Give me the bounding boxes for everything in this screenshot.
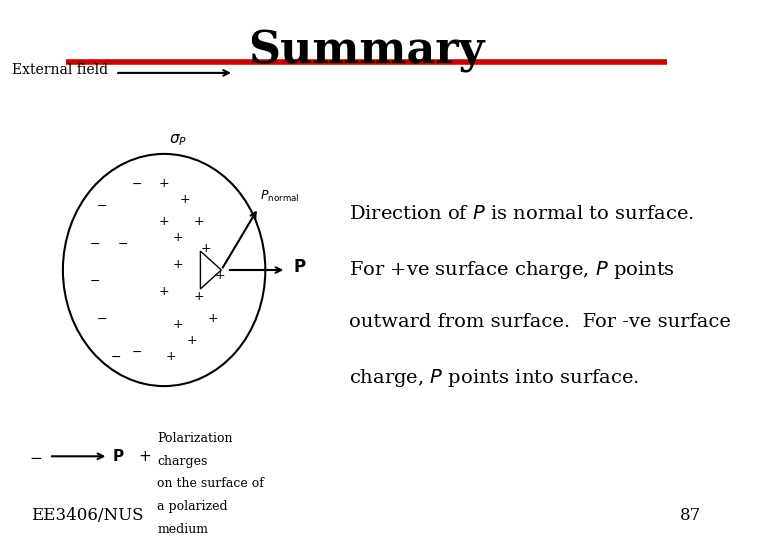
Text: $-$: $-$ <box>130 177 142 190</box>
Text: $\sigma_P$: $\sigma_P$ <box>169 133 187 149</box>
Text: $+$: $+$ <box>172 258 184 271</box>
Text: $-$: $-$ <box>29 449 42 464</box>
Text: $-$: $-$ <box>130 345 142 357</box>
Text: Polarization: Polarization <box>157 432 232 445</box>
Text: Summary: Summary <box>248 30 484 73</box>
Text: $\mathbf{P}$: $\mathbf{P}$ <box>112 448 124 464</box>
Text: $-$: $-$ <box>96 312 107 325</box>
Text: $+$: $+$ <box>165 350 177 363</box>
Text: $-$: $-$ <box>89 237 100 249</box>
Text: 87: 87 <box>680 507 701 524</box>
Text: Direction of $\mathit{P}$ is normal to surface.: Direction of $\mathit{P}$ is normal to s… <box>349 205 694 223</box>
Text: outward from surface.  For -ve surface: outward from surface. For -ve surface <box>349 313 731 331</box>
Text: $+$: $+$ <box>186 334 197 347</box>
Text: $+$: $+$ <box>158 285 170 298</box>
Text: $+$: $+$ <box>158 177 170 190</box>
Text: $-$: $-$ <box>117 237 128 249</box>
Text: $+$: $+$ <box>193 291 204 303</box>
Text: $-$: $-$ <box>96 199 107 212</box>
Text: $-$: $-$ <box>89 274 100 287</box>
Text: $+$: $+$ <box>158 215 170 228</box>
Text: $+$: $+$ <box>207 312 218 325</box>
Text: $P_{\mathrm{normal}}$: $P_{\mathrm{normal}}$ <box>261 189 300 204</box>
Text: $+$: $+$ <box>172 231 184 244</box>
Text: $+$: $+$ <box>137 449 151 464</box>
Text: charge, $\mathit{P}$ points into surface.: charge, $\mathit{P}$ points into surface… <box>349 367 639 389</box>
Text: $+$: $+$ <box>193 215 204 228</box>
Text: charges: charges <box>157 455 207 468</box>
Text: For +ve surface charge, $\mathit{P}$ points: For +ve surface charge, $\mathit{P}$ poi… <box>349 259 675 281</box>
Text: on the surface of: on the surface of <box>157 477 264 490</box>
Text: a polarized: a polarized <box>157 500 228 513</box>
Text: $+$: $+$ <box>172 318 184 330</box>
Text: $+$: $+$ <box>179 193 190 206</box>
Text: $+$: $+$ <box>215 269 225 282</box>
Text: External field: External field <box>12 63 108 77</box>
Text: $-$: $-$ <box>110 350 121 363</box>
Text: $+$: $+$ <box>200 242 211 255</box>
Text: EE3406/NUS: EE3406/NUS <box>31 507 144 524</box>
Text: $\mathbf{P}$: $\mathbf{P}$ <box>293 258 307 276</box>
Text: medium: medium <box>157 523 208 536</box>
